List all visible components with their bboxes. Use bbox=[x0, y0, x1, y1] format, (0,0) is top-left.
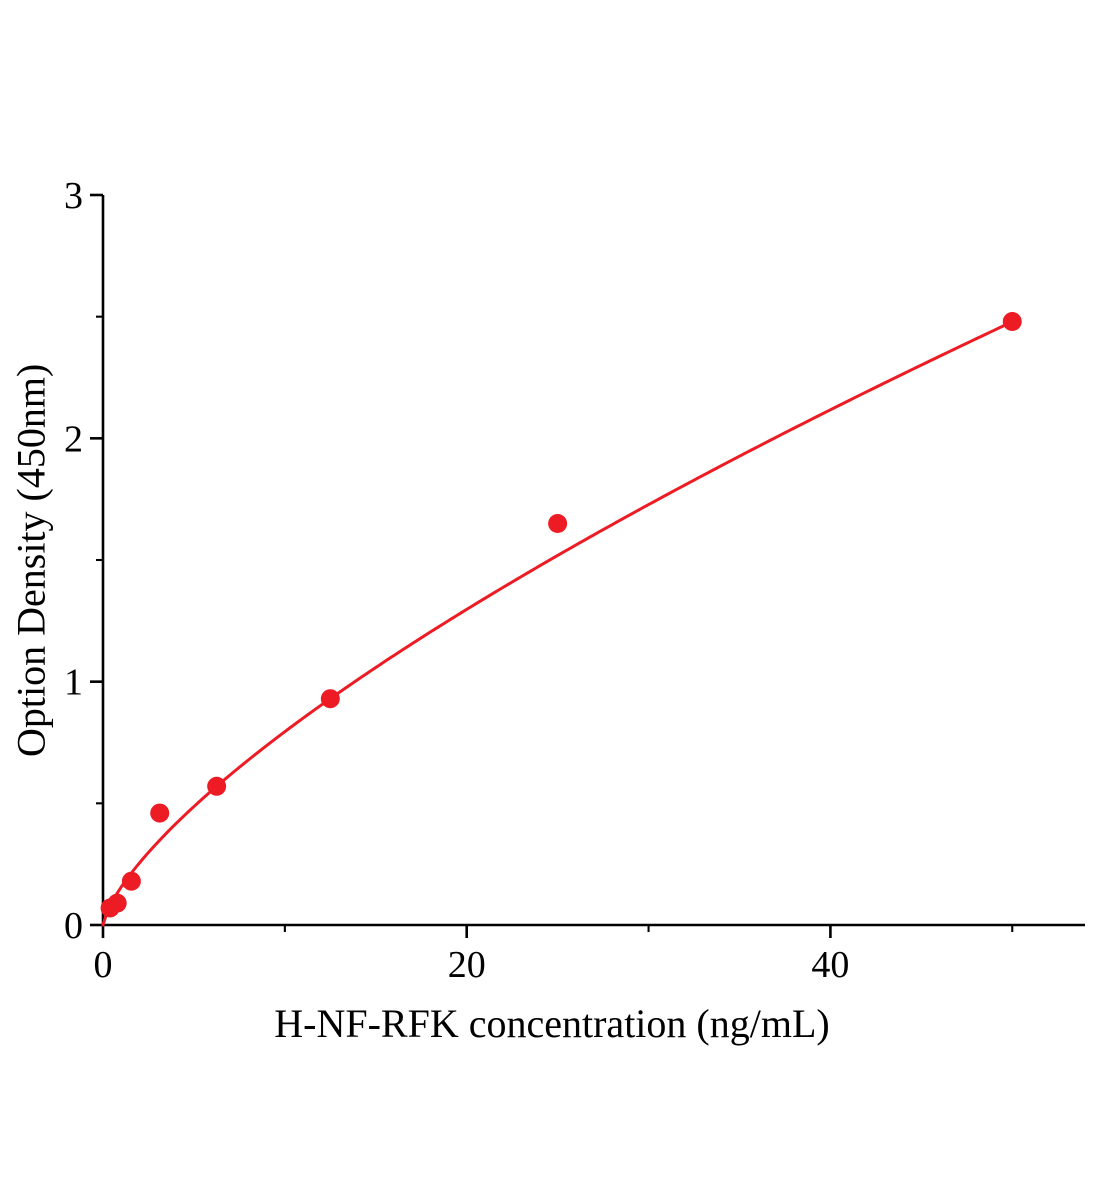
data-point bbox=[107, 893, 127, 913]
y-tick-label: 1 bbox=[64, 662, 83, 704]
x-tick-label: 0 bbox=[94, 944, 113, 986]
y-axis-label: Option Density (450nm) bbox=[8, 363, 54, 757]
x-tick-label: 20 bbox=[448, 944, 486, 986]
data-point bbox=[548, 514, 568, 533]
data-point bbox=[1002, 312, 1022, 332]
data-point bbox=[150, 803, 170, 823]
data-point bbox=[207, 776, 227, 796]
y-tick-label: 2 bbox=[64, 418, 83, 460]
x-tick-label: 40 bbox=[811, 944, 849, 986]
y-tick-label: 0 bbox=[64, 905, 83, 947]
x-axis-label: H-NF-RFK concentration (ng/mL) bbox=[274, 1001, 830, 1046]
fit-curve-line bbox=[101, 320, 1014, 927]
y-tick-label: 3 bbox=[64, 175, 83, 217]
data-point bbox=[121, 871, 141, 891]
data-point bbox=[320, 689, 340, 709]
